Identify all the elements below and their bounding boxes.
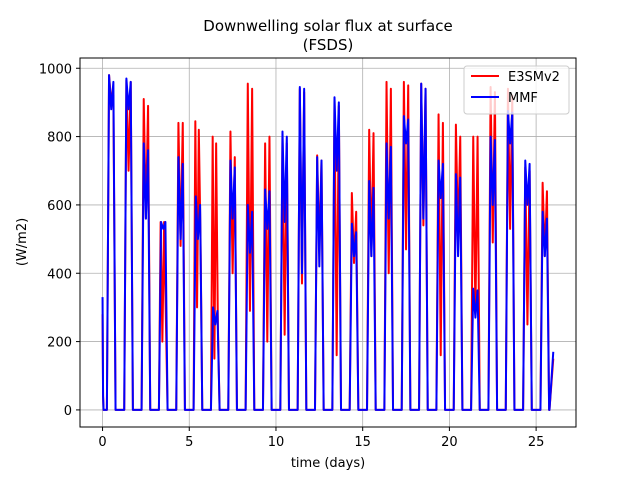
series-line-mmf (101, 74, 555, 411)
y-tick-label: 400 (47, 267, 72, 282)
x-tick-label: 25 (528, 435, 545, 450)
x-tick-label: 15 (354, 435, 371, 450)
y-tick-label: 200 (47, 336, 72, 351)
legend-box (463, 65, 570, 115)
x-tick-label: 5 (185, 435, 193, 450)
y-tick-label: 800 (47, 131, 72, 146)
x-tick-label: 10 (268, 435, 285, 450)
series-layer (101, 74, 555, 411)
legend-label-mmf: MMF (508, 91, 538, 106)
legend: E3SMv2 MMF (463, 65, 570, 115)
legend-label-e3smv2: E3SMv2 (508, 70, 560, 85)
y-axis-label: (W/m2) (15, 218, 30, 266)
x-axis-label: time (days) (291, 456, 365, 471)
chart-title-line1: Downwelling solar flux at surface (203, 17, 452, 35)
y-tick-label: 600 (47, 199, 72, 214)
x-ticks: 0 5 10 15 20 25 (98, 427, 544, 450)
x-tick-label: 0 (98, 435, 106, 450)
y-ticks: 0 200 400 600 800 1000 (39, 62, 80, 419)
plot-frame (79, 57, 577, 428)
y-tick-label: 1000 (39, 62, 72, 77)
y-tick-label: 0 (64, 404, 72, 419)
x-tick-label: 20 (441, 435, 458, 450)
chart-title-line2: (FSDS) (303, 36, 354, 54)
